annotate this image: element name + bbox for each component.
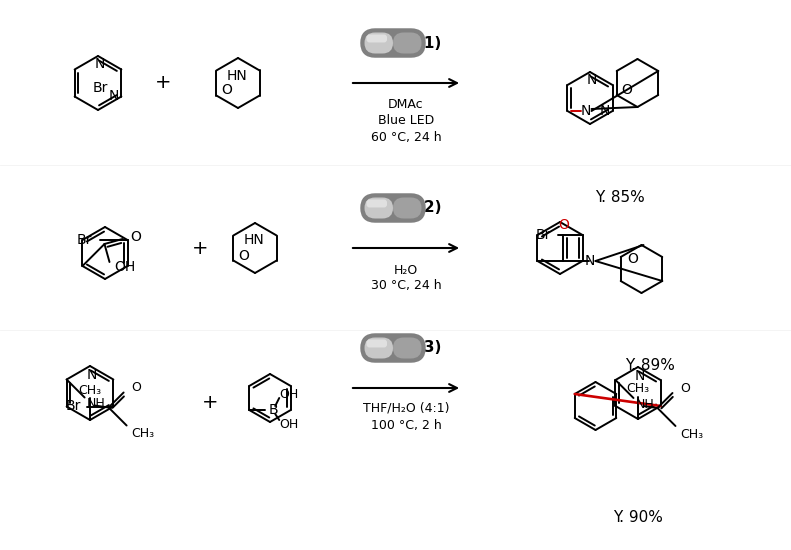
Text: 30 °C, 24 h: 30 °C, 24 h [371,279,441,293]
Text: CH₃: CH₃ [680,427,704,441]
Text: DMAc: DMAc [388,98,424,112]
Text: OH: OH [279,388,298,400]
Text: O: O [238,249,249,262]
Text: O: O [680,382,691,394]
Text: O: O [131,230,142,244]
Text: HN: HN [244,234,265,248]
FancyBboxPatch shape [362,195,424,221]
Text: Y. 89%: Y. 89% [625,359,675,373]
Text: Br: Br [66,399,81,414]
Text: OH: OH [279,417,298,431]
Text: (1): (1) [418,36,442,51]
Text: NH: NH [635,398,654,410]
Text: +: + [191,239,208,257]
FancyBboxPatch shape [366,200,387,207]
FancyBboxPatch shape [365,338,393,359]
FancyBboxPatch shape [393,338,422,359]
Text: Y. 90%: Y. 90% [613,510,663,525]
FancyBboxPatch shape [362,30,424,56]
Text: O: O [558,218,569,232]
Text: OH: OH [115,260,136,274]
Text: CH₃: CH₃ [78,383,101,397]
Text: (3): (3) [418,340,442,355]
Text: N: N [635,369,645,383]
Text: 60 °C, 24 h: 60 °C, 24 h [371,130,441,144]
FancyBboxPatch shape [393,32,422,53]
Text: N: N [95,57,105,71]
Text: THF/H₂O (4:1): THF/H₂O (4:1) [363,402,449,415]
Text: Y. 85%: Y. 85% [595,190,645,206]
Text: N: N [585,254,595,268]
Text: N: N [581,104,591,118]
Text: Br: Br [76,233,92,247]
Text: O: O [621,83,632,97]
Text: N: N [587,73,597,87]
Text: (2): (2) [418,201,442,216]
Text: NH: NH [87,397,105,410]
Text: Blue LED: Blue LED [378,114,434,128]
Text: N: N [87,368,97,382]
FancyBboxPatch shape [393,197,422,218]
Text: HN: HN [227,69,248,82]
Text: H₂O: H₂O [394,263,418,277]
Text: +: + [202,393,218,412]
Text: +: + [155,74,171,92]
Text: B: B [268,403,278,417]
FancyBboxPatch shape [362,335,424,361]
Text: O: O [131,381,142,394]
Text: 100 °C, 2 h: 100 °C, 2 h [371,419,441,432]
FancyBboxPatch shape [365,32,393,53]
Text: N: N [600,104,610,118]
FancyBboxPatch shape [366,339,387,348]
FancyBboxPatch shape [365,197,393,218]
Text: O: O [221,84,232,97]
Text: N: N [108,90,119,103]
FancyBboxPatch shape [366,35,387,42]
Text: O: O [627,252,638,266]
Text: CH₃: CH₃ [626,382,649,395]
Text: CH₃: CH₃ [131,427,155,440]
Text: Br: Br [93,81,108,96]
Text: Br: Br [536,228,551,242]
